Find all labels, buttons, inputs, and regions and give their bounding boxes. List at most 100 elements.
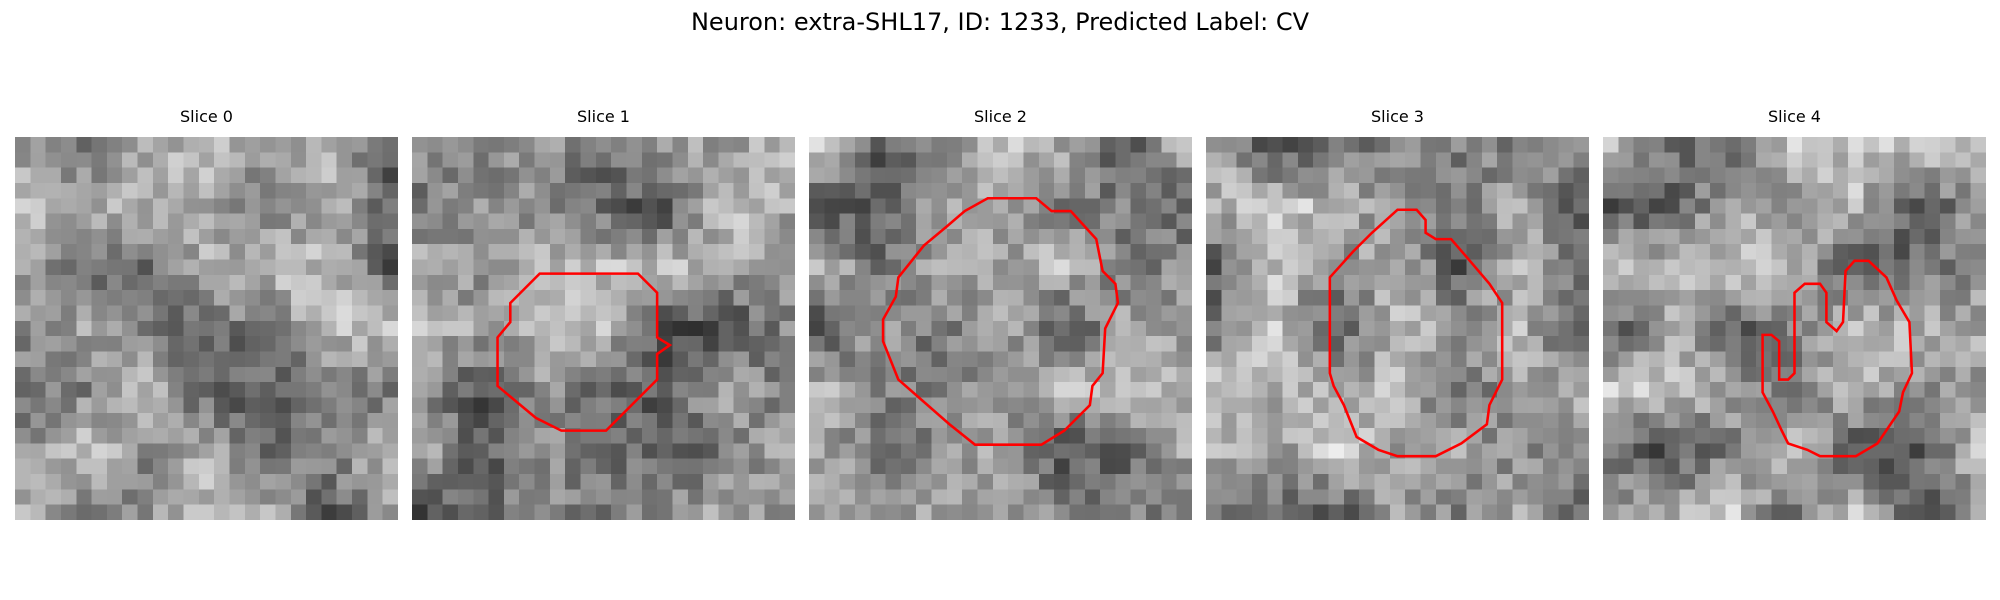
pixel xyxy=(275,305,292,322)
pixel xyxy=(473,244,490,261)
pixel xyxy=(1924,198,1941,215)
pixel xyxy=(1618,244,1635,261)
pixel xyxy=(60,137,77,153)
pixel xyxy=(611,182,628,199)
pixel xyxy=(1481,366,1498,383)
pixel xyxy=(885,259,902,276)
pixel xyxy=(1710,489,1727,506)
pixel xyxy=(1725,152,1742,169)
pixel xyxy=(931,428,948,445)
pixel xyxy=(1481,458,1498,475)
pixel xyxy=(1710,213,1727,230)
pixel xyxy=(1648,305,1665,322)
pixel xyxy=(885,412,902,429)
pixel xyxy=(1100,397,1117,414)
pixel xyxy=(290,366,307,383)
pixel xyxy=(1008,351,1025,368)
pixel xyxy=(824,336,841,353)
pixel xyxy=(549,351,566,368)
pixel xyxy=(321,228,338,245)
pixel xyxy=(626,397,643,414)
pixel xyxy=(1648,290,1665,307)
slice-image xyxy=(1603,137,1986,520)
pixel xyxy=(183,182,200,199)
pixel xyxy=(412,320,428,337)
pixel xyxy=(733,259,750,276)
pixel xyxy=(1328,351,1345,368)
pixel xyxy=(1084,305,1101,322)
pixel xyxy=(382,182,398,199)
pixel xyxy=(687,167,704,184)
pixel xyxy=(1359,412,1376,429)
pixel xyxy=(1115,259,1132,276)
pixel xyxy=(1725,213,1742,230)
pixel xyxy=(45,336,62,353)
pixel xyxy=(382,290,398,307)
pixel xyxy=(106,290,123,307)
pixel xyxy=(1023,167,1040,184)
pixel xyxy=(824,198,841,215)
pixel xyxy=(1466,305,1483,322)
pixel xyxy=(321,182,338,199)
pixel xyxy=(1894,137,1911,153)
pixel xyxy=(1771,290,1788,307)
pixel xyxy=(718,320,735,337)
pixel xyxy=(1451,428,1468,445)
pixel xyxy=(15,336,31,353)
pixel xyxy=(1405,412,1422,429)
pixel xyxy=(260,428,277,445)
pixel xyxy=(1038,152,1055,169)
pixel xyxy=(854,336,871,353)
pixel xyxy=(1435,382,1452,399)
pixel xyxy=(733,228,750,245)
pixel xyxy=(1069,382,1086,399)
pixel xyxy=(1451,213,1468,230)
pixel xyxy=(137,320,154,337)
pixel xyxy=(611,336,628,353)
pixel xyxy=(1389,351,1406,368)
pixel xyxy=(30,244,47,261)
pixel xyxy=(1297,213,1314,230)
pixel xyxy=(1466,336,1483,353)
pixel xyxy=(1176,152,1192,169)
pixel xyxy=(931,474,948,490)
pixel xyxy=(15,474,31,490)
pixel xyxy=(1405,167,1422,184)
pixel xyxy=(1848,412,1865,429)
pixel xyxy=(122,443,139,460)
pixel xyxy=(595,489,612,506)
pixel xyxy=(1420,458,1437,475)
pixel xyxy=(1206,412,1222,429)
pixel xyxy=(1023,244,1040,261)
pixel xyxy=(76,259,93,276)
pixel xyxy=(336,458,353,475)
pixel xyxy=(1909,228,1926,245)
pixel xyxy=(1054,152,1071,169)
pixel xyxy=(1359,290,1376,307)
pixel xyxy=(229,274,246,291)
pixel xyxy=(565,489,582,506)
pixel xyxy=(442,397,459,414)
pixel xyxy=(992,504,1009,520)
pixel xyxy=(641,474,658,490)
pixel xyxy=(703,504,720,520)
pixel xyxy=(229,351,246,368)
pixel xyxy=(657,504,674,520)
pixel xyxy=(427,336,444,353)
pixel xyxy=(1389,397,1406,414)
pixel xyxy=(839,182,856,199)
pixel xyxy=(137,182,154,199)
pixel xyxy=(687,152,704,169)
pixel xyxy=(152,474,169,490)
pixel xyxy=(336,428,353,445)
pixel xyxy=(1863,336,1880,353)
pixel xyxy=(1817,259,1834,276)
pixel xyxy=(91,244,108,261)
pixel xyxy=(1282,305,1299,322)
pixel xyxy=(657,428,674,445)
pixel xyxy=(1206,458,1222,475)
pixel xyxy=(336,336,353,353)
pixel xyxy=(595,382,612,399)
pixel xyxy=(1359,382,1376,399)
pixel xyxy=(91,443,108,460)
